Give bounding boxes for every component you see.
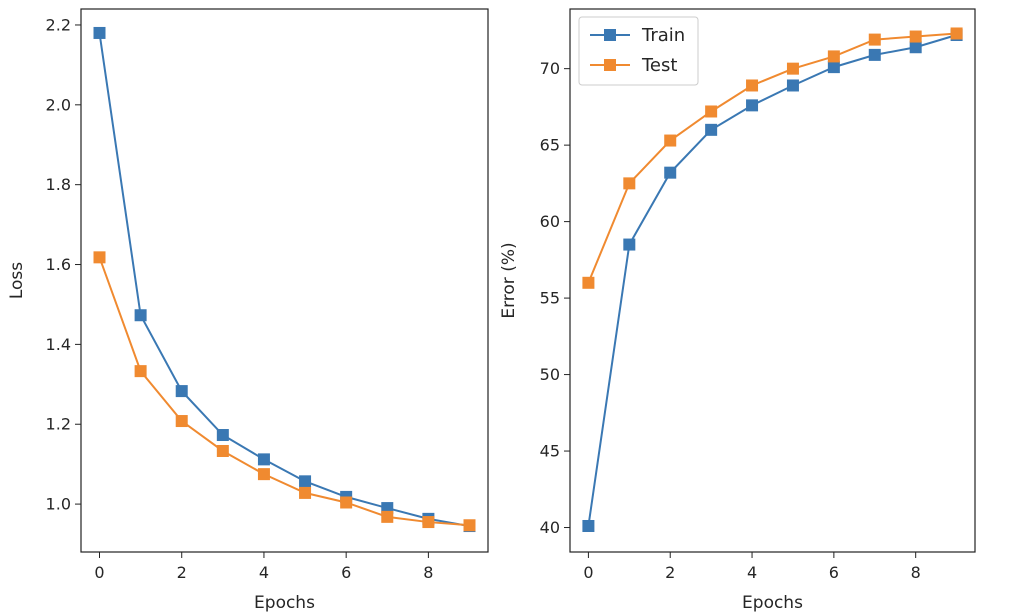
x-tick-label: 4 — [259, 563, 269, 582]
x-tick-label: 2 — [665, 563, 675, 582]
data-point-train — [216, 429, 229, 442]
y-tick-label: 40 — [540, 518, 560, 537]
x-tick-label: 6 — [341, 563, 351, 582]
x-tick-label: 0 — [94, 563, 104, 582]
data-point-train — [175, 385, 188, 398]
data-point-test — [175, 415, 188, 428]
series-line-test — [587, 32, 957, 284]
data-point-test — [582, 276, 595, 289]
data-point-train — [868, 48, 881, 61]
x-axis-label: Epochs — [742, 593, 803, 613]
data-point-train — [623, 238, 636, 251]
data-point-test — [463, 519, 476, 532]
data-point-train — [93, 26, 106, 39]
y-tick-label: 1.0 — [46, 495, 71, 514]
data-point-test — [257, 468, 270, 481]
data-point-test — [909, 30, 922, 43]
series-line-train — [587, 34, 957, 527]
y-tick-label: 65 — [540, 136, 560, 155]
loss-chart: 0 2 4 6 8 1.0 1.2 1.4 1.6 1.8 2.0 2.2 Epochs Loss — [7, 8, 489, 613]
series-line-train — [98, 32, 470, 528]
y-tick-label: 55 — [540, 289, 560, 308]
data-point-test — [705, 105, 718, 118]
data-point-train — [582, 519, 595, 532]
y-axis-label: Error (%) — [499, 242, 519, 318]
legend: Train Test — [578, 16, 699, 86]
y-tick-label: 1.6 — [46, 255, 71, 274]
data-point-test — [422, 516, 435, 529]
y-tick-label: 2.2 — [46, 15, 71, 34]
data-point-test — [746, 79, 759, 92]
y-tick-label: 1.2 — [46, 415, 71, 434]
data-point-test — [623, 177, 636, 190]
data-point-test — [868, 33, 881, 46]
y-tick-label: 60 — [540, 212, 560, 231]
x-tick-label: 2 — [177, 563, 187, 582]
y-tick-label: 2.0 — [46, 95, 71, 114]
data-point-train — [786, 79, 799, 92]
x-tick-label: 0 — [583, 563, 593, 582]
legend-marker-train — [604, 29, 616, 41]
data-point-test — [381, 510, 394, 523]
legend-label-train: Train — [641, 25, 685, 46]
legend-label-test: Test — [641, 55, 677, 76]
data-point-test — [134, 365, 147, 378]
legend-marker-test — [604, 59, 616, 71]
y-tick-label: 45 — [540, 442, 560, 461]
axes-frame — [569, 8, 976, 553]
data-point-train — [827, 61, 840, 74]
x-tick-label: 8 — [911, 563, 921, 582]
data-point-test — [340, 496, 353, 509]
data-point-train — [134, 309, 147, 322]
y-tick-label: 70 — [540, 59, 560, 78]
data-point-test — [216, 444, 229, 457]
x-tick-label: 4 — [747, 563, 757, 582]
y-tick-label: 1.8 — [46, 175, 71, 194]
x-tick-label: 6 — [829, 563, 839, 582]
data-point-test — [664, 134, 677, 147]
y-tick-label: 1.4 — [46, 335, 71, 354]
data-point-train — [257, 453, 270, 466]
data-point-train — [664, 166, 677, 179]
data-point-test — [93, 251, 106, 264]
data-point-test — [299, 486, 312, 499]
series-line-test — [98, 257, 470, 527]
data-point-test — [827, 50, 840, 63]
data-point-train — [299, 475, 312, 488]
data-point-test — [786, 62, 799, 75]
x-tick-label: 8 — [423, 563, 433, 582]
y-axis-label: Loss — [7, 262, 27, 299]
data-point-test — [950, 27, 963, 40]
y-tick-label: 50 — [540, 365, 560, 384]
data-point-train — [909, 41, 922, 54]
axes-frame — [80, 8, 489, 553]
data-point-train — [746, 99, 759, 112]
data-point-train — [705, 123, 718, 136]
x-axis-label: Epochs — [254, 593, 315, 613]
